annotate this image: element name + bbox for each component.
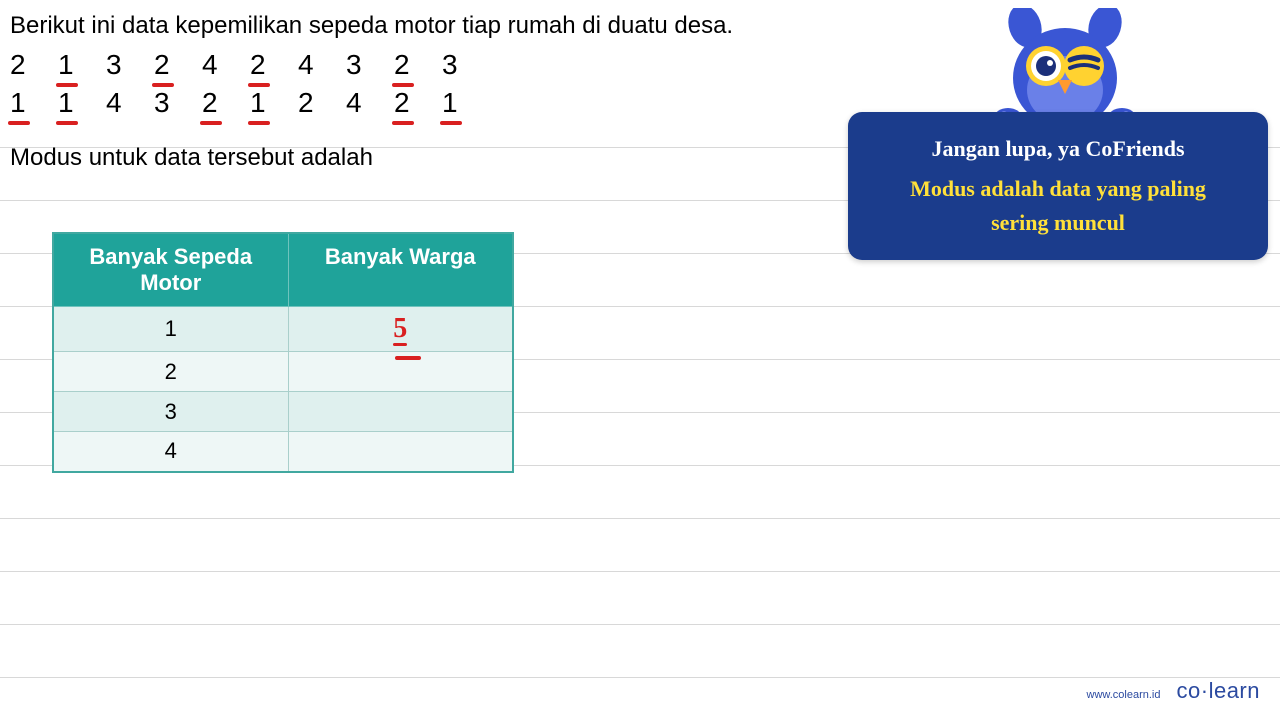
- problem-intro: Berikut ini data kepemilikan sepeda moto…: [10, 12, 733, 40]
- callout-title: Jangan lupa, ya CoFriends: [870, 136, 1246, 162]
- modus-question: Modus untuk data tersebut adalah: [10, 144, 373, 172]
- data-value: 2: [10, 46, 58, 84]
- data-value: 4: [106, 84, 154, 122]
- frequency-table: Banyak Sepeda Motor Banyak Warga 15234: [52, 232, 514, 473]
- footer-url: www.colearn.id: [1087, 689, 1161, 701]
- cell-motor: 1: [53, 307, 288, 352]
- table-row: 15: [53, 307, 513, 352]
- cell-warga: 5: [288, 307, 513, 352]
- table-row: 3: [53, 392, 513, 432]
- cell-motor: 4: [53, 432, 288, 472]
- data-values: 2132424323 1143212421: [10, 46, 490, 122]
- table-row: 2: [53, 352, 513, 392]
- data-value: 2: [394, 46, 442, 84]
- data-value: 4: [298, 46, 346, 84]
- data-value: 2: [202, 84, 250, 122]
- data-value: 2: [250, 46, 298, 84]
- data-value: 4: [202, 46, 250, 84]
- data-value: 2: [154, 46, 202, 84]
- data-value: 1: [58, 46, 106, 84]
- cell-motor: 2: [53, 352, 288, 392]
- data-value: 2: [394, 84, 442, 122]
- data-value: 4: [346, 84, 394, 122]
- data-value: 1: [10, 84, 58, 122]
- callout-body-2: sering muncul: [870, 210, 1246, 236]
- cell-motor: 3: [53, 392, 288, 432]
- callout-body-1: Modus adalah data yang paling: [870, 176, 1246, 202]
- data-value: 1: [250, 84, 298, 122]
- mascot-owl: [990, 8, 1140, 128]
- cell-warga: [288, 392, 513, 432]
- table-row: 4: [53, 432, 513, 472]
- red-annotation-tick: [395, 356, 421, 360]
- tip-callout: Jangan lupa, ya CoFriends Modus adalah d…: [848, 112, 1268, 260]
- data-value: 3: [106, 46, 154, 84]
- data-value: 1: [58, 84, 106, 122]
- data-value: 1: [442, 84, 490, 122]
- footer: www.colearn.id co·learn: [1087, 678, 1260, 704]
- table-header-motor: Banyak Sepeda Motor: [53, 233, 288, 307]
- table-header-warga: Banyak Warga: [288, 233, 513, 307]
- cell-warga: [288, 432, 513, 472]
- data-value: 3: [154, 84, 202, 122]
- data-value: 3: [346, 46, 394, 84]
- data-value: 2: [298, 84, 346, 122]
- data-value: 3: [442, 46, 490, 84]
- footer-logo: co·learn: [1177, 678, 1261, 704]
